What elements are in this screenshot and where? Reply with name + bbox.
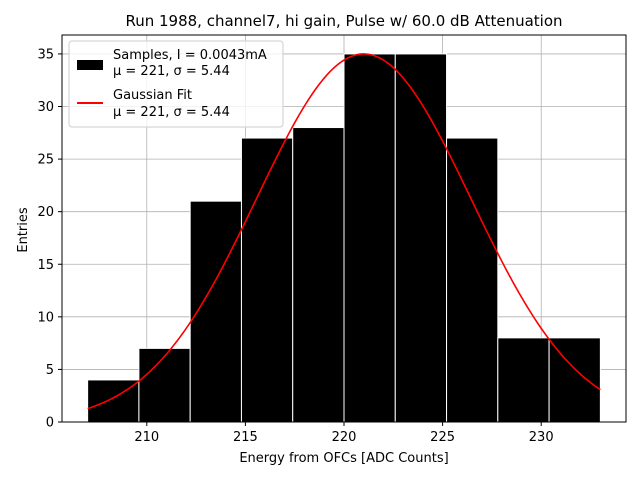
histogram-bars: [87, 53, 601, 423]
y-tick-label: 15: [37, 258, 54, 273]
gaussian-fit-layer: [87, 53, 601, 410]
y-tick-label: 0: [46, 416, 54, 431]
chart-title: Run 1988, channel7, hi gain, Pulse w/ 60…: [125, 12, 562, 30]
y-tick-label: 30: [37, 100, 54, 115]
histogram-bar: [394, 53, 448, 423]
histogram-bar: [240, 137, 294, 423]
legend-histogram-swatch: [77, 60, 103, 70]
histogram-bar: [343, 53, 396, 423]
histogram-bar: [497, 337, 550, 423]
y-tick-label: 10: [37, 310, 54, 325]
legend-histogram-label: Samples, I = 0.0043mA: [113, 48, 267, 63]
legend-fit-stats: μ = 221, σ = 5.44: [113, 105, 230, 120]
y-axis-ticks: 0 5 10 15 20 25 30 35: [37, 47, 62, 431]
histogram-bar: [548, 337, 601, 423]
y-tick-label: 35: [37, 47, 54, 62]
x-tick-label: 230: [529, 430, 554, 445]
y-axis-label: Entries: [16, 207, 31, 253]
histogram-bar: [446, 137, 499, 423]
x-axis-ticks: 210 215 220 225 230: [134, 422, 554, 445]
legend: Samples, I = 0.0043mA μ = 221, σ = 5.44 …: [68, 40, 284, 128]
gaussian-fit-line: [87, 53, 601, 410]
x-tick-label: 215: [233, 430, 258, 445]
histogram-bar: [189, 200, 242, 423]
y-tick-label: 5: [46, 363, 54, 378]
y-tick-label: 25: [37, 153, 54, 168]
histogram-bar: [138, 347, 191, 423]
legend-fit-label: Gaussian Fit: [113, 88, 192, 103]
histogram-bar: [292, 127, 345, 423]
x-tick-label: 225: [430, 430, 455, 445]
legend-box: [68, 40, 284, 128]
x-tick-label: 210: [134, 430, 159, 445]
y-tick-label: 20: [37, 205, 54, 220]
x-axis-label: Energy from OFCs [ADC Counts]: [239, 451, 448, 466]
legend-histogram-stats: μ = 221, σ = 5.44: [113, 64, 230, 79]
x-tick-label: 220: [332, 430, 357, 445]
